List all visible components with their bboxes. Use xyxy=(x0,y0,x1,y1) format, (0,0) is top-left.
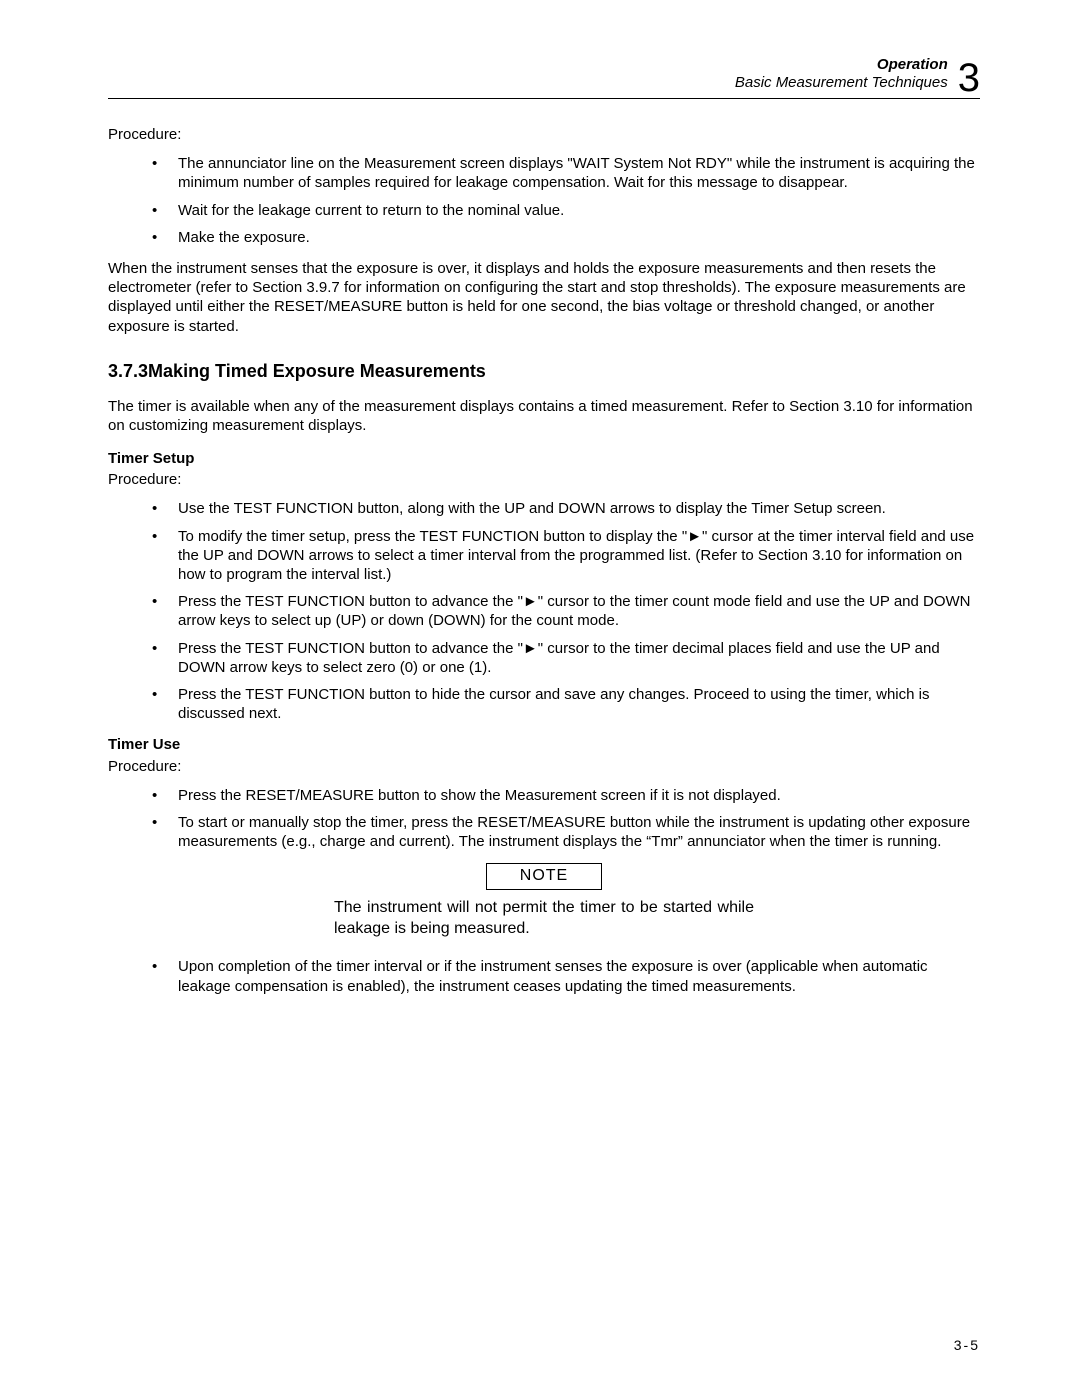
chapter-number: 3 xyxy=(958,58,980,98)
list-item: Wait for the leakage current to return t… xyxy=(152,201,980,220)
list-item: To start or manually stop the timer, pre… xyxy=(152,813,980,851)
list-item: Press the TEST FUNCTION button to advanc… xyxy=(152,592,980,630)
note-label-box: NOTE xyxy=(486,863,602,889)
timer-setup-heading: Timer Setup xyxy=(108,449,980,468)
note-text: The instrument will not permit the timer… xyxy=(334,898,754,940)
timer-setup-procedure-label: Procedure: xyxy=(108,470,980,489)
timer-use-heading: Timer Use xyxy=(108,735,980,754)
page-number: 3-5 xyxy=(954,1337,980,1355)
list-item: Make the exposure. xyxy=(152,228,980,247)
header-text: Operation Basic Measurement Techniques xyxy=(735,56,948,94)
list-item: Use the TEST FUNCTION button, along with… xyxy=(152,499,980,518)
section-heading: 3.7.3Making Timed Exposure Measurements xyxy=(108,360,980,383)
list-item: To modify the timer setup, press the TES… xyxy=(152,527,980,585)
section-intro-para: The timer is available when any of the m… xyxy=(108,397,980,435)
intro-after-para: When the instrument senses that the expo… xyxy=(108,259,980,336)
list-item: Upon completion of the timer interval or… xyxy=(152,957,980,995)
intro-bullet-list: The annunciator line on the Measurement … xyxy=(108,154,980,247)
section-number: 3.7.3 xyxy=(108,361,148,381)
page-header: Operation Basic Measurement Techniques 3 xyxy=(108,56,980,99)
intro-procedure-label: Procedure: xyxy=(108,125,980,144)
timer-use-procedure-label: Procedure: xyxy=(108,757,980,776)
header-line1: Operation xyxy=(735,56,948,74)
timer-setup-bullet-list: Use the TEST FUNCTION button, along with… xyxy=(108,499,980,723)
header-line2: Basic Measurement Techniques xyxy=(735,74,948,92)
timer-use-bullet-list-b: Upon completion of the timer interval or… xyxy=(108,957,980,995)
timer-use-bullet-list-a: Press the RESET/MEASURE button to show t… xyxy=(108,786,980,852)
list-item: The annunciator line on the Measurement … xyxy=(152,154,980,192)
section-title: Making Timed Exposure Measurements xyxy=(148,361,486,381)
list-item: Press the TEST FUNCTION button to hide t… xyxy=(152,685,980,723)
list-item: Press the RESET/MEASURE button to show t… xyxy=(152,786,980,805)
list-item: Press the TEST FUNCTION button to advanc… xyxy=(152,639,980,677)
